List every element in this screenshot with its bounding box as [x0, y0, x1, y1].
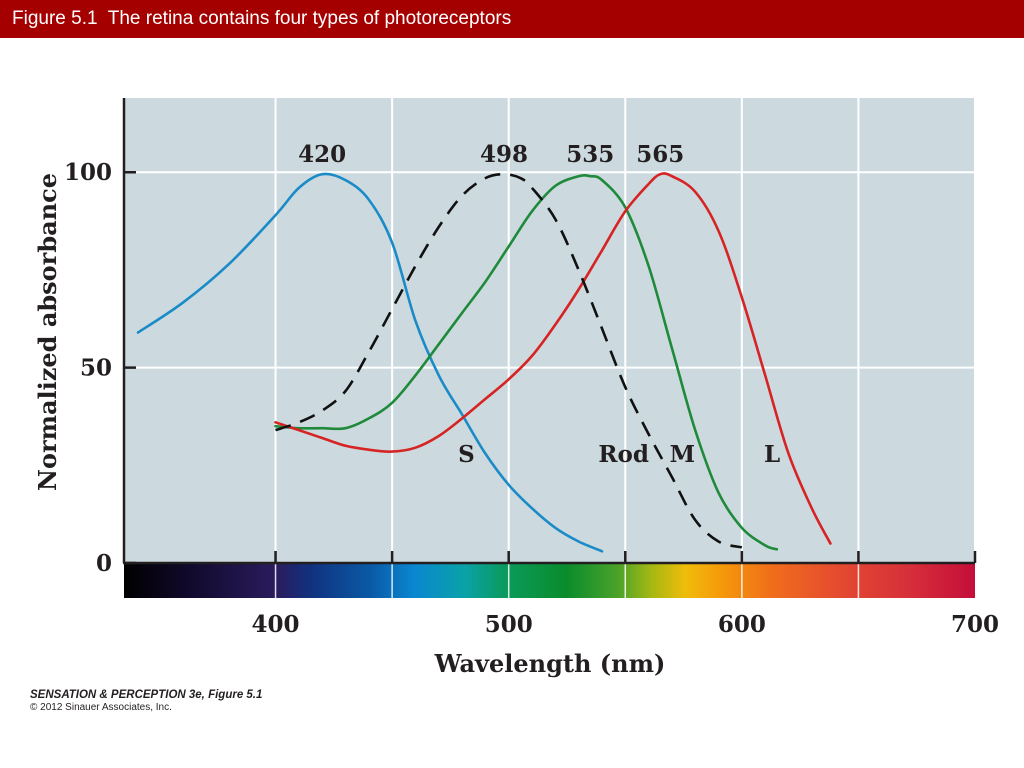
x-tick-label: 600 — [718, 611, 766, 638]
x-tick-label: 500 — [485, 611, 533, 638]
y-axis-label: Normalized absorbance — [33, 173, 62, 491]
series-line-m — [274, 173, 779, 551]
spectrum-bar — [124, 563, 975, 598]
series-label-s: S — [458, 441, 475, 468]
source-credit: SENSATION & PERCEPTION 3e, Figure 5.1 © … — [30, 689, 262, 713]
series-line-s — [136, 172, 604, 553]
series-label-rod: Rod — [598, 441, 649, 468]
series-line-rod — [275, 172, 743, 549]
x-tick-label: 700 — [951, 611, 999, 638]
y-tick-label: 100 — [64, 159, 112, 186]
peak-label: 535 — [566, 141, 614, 168]
peak-label: 498 — [480, 141, 528, 168]
plot-background — [124, 98, 975, 563]
peak-label: 565 — [636, 141, 684, 168]
x-tick-label: 400 — [252, 611, 300, 638]
x-axis-label: Wavelength (nm) — [434, 649, 666, 678]
grid — [124, 98, 976, 563]
series-label-l: L — [764, 441, 780, 468]
series-label-m: M — [670, 441, 695, 468]
y-tick-label: 50 — [80, 355, 112, 382]
y-tick-label: 0 — [96, 550, 112, 577]
page-title: Figure 5.1 The retina contains four type… — [0, 0, 1024, 38]
copyright-line: © 2012 Sinauer Associates, Inc. — [30, 702, 172, 713]
series-line-l — [274, 172, 832, 545]
peak-label: 420 — [298, 141, 346, 168]
source-line: SENSATION & PERCEPTION 3e, Figure 5.1 — [30, 689, 263, 701]
